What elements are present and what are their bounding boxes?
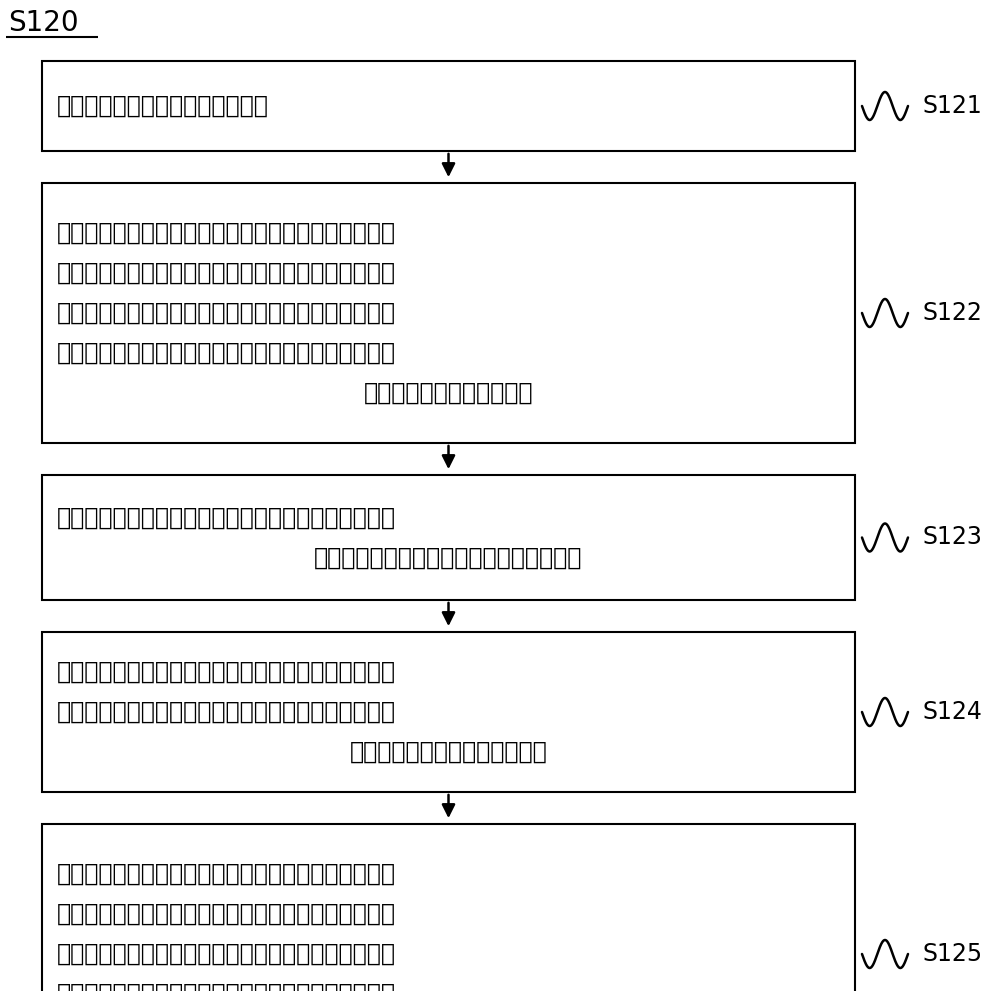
Bar bbox=[42, 183, 855, 443]
Text: S122: S122 bbox=[922, 301, 982, 325]
Text: S124: S124 bbox=[922, 700, 982, 724]
Bar bbox=[42, 824, 855, 991]
Bar bbox=[42, 632, 855, 792]
Text: S121: S121 bbox=[922, 94, 982, 118]
Text: 当前帧有浊音，若所有谐频波峰的总能量与所有不存在: 当前帧有浊音，若所有谐频波峰的总能量与所有不存在 bbox=[57, 942, 396, 966]
Bar bbox=[42, 61, 855, 151]
Text: 则确定该局部最大值为谐频波峰: 则确定该局部最大值为谐频波峰 bbox=[350, 740, 547, 764]
Text: S123: S123 bbox=[922, 525, 982, 549]
Text: 音长时平均能量的比值不小于第二比较门限，则确定该: 音长时平均能量的比值不小于第二比较门限，则确定该 bbox=[57, 261, 396, 285]
Text: S125: S125 bbox=[922, 942, 982, 966]
Bar bbox=[42, 475, 855, 600]
Text: 对于每个局部最大值，若该每个局部最大值与该每个局: 对于每个局部最大值，若该每个局部最大值与该每个局 bbox=[57, 660, 396, 684]
Text: 若所有谐频波峰的总能量与所有不存在强风噪的子带的: 若所有谐频波峰的总能量与所有不存在强风噪的子带的 bbox=[57, 862, 396, 886]
Text: 部最大值相邻的局部最小值的比值大于第三比较门限，: 部最大值相邻的局部最小值的比值大于第三比较门限， bbox=[57, 700, 396, 724]
Text: 成的频段范围内的局部最大值和局部最小值: 成的频段范围内的局部最大值和局部最小值 bbox=[314, 545, 583, 570]
Text: 对于每个子带，若该每个子带上该声音信号的能量与语: 对于每个子带，若该每个子带上该声音信号的能量与语 bbox=[57, 221, 396, 245]
Text: 确定该声音信号的功率谱在所有不存在强风噪的子带组: 确定该声音信号的功率谱在所有不存在强风噪的子带组 bbox=[57, 505, 396, 529]
Text: 将该声音信号的频带分为多个子带: 将该声音信号的频带分为多个子带 bbox=[57, 94, 269, 118]
Text: 总能量的比值大于第四比较门限，则确定该声音信号的: 总能量的比值大于第四比较门限，则确定该声音信号的 bbox=[57, 902, 396, 926]
Text: 定该每个子带不存在强风噪: 定该每个子带不存在强风噪 bbox=[364, 381, 533, 405]
Text: 量与语音长时平均能量的比值小于第二比较门限，则确: 量与语音长时平均能量的比值小于第二比较门限，则确 bbox=[57, 341, 396, 365]
Text: S120: S120 bbox=[8, 9, 79, 37]
Text: 强风噪的子带的总能量的比值不大于第四比较门限，则: 强风噪的子带的总能量的比值不大于第四比较门限，则 bbox=[57, 982, 396, 991]
Text: 每个子带存在强风噪，若该每个子带上该声音信号的能: 每个子带存在强风噪，若该每个子带上该声音信号的能 bbox=[57, 301, 396, 325]
